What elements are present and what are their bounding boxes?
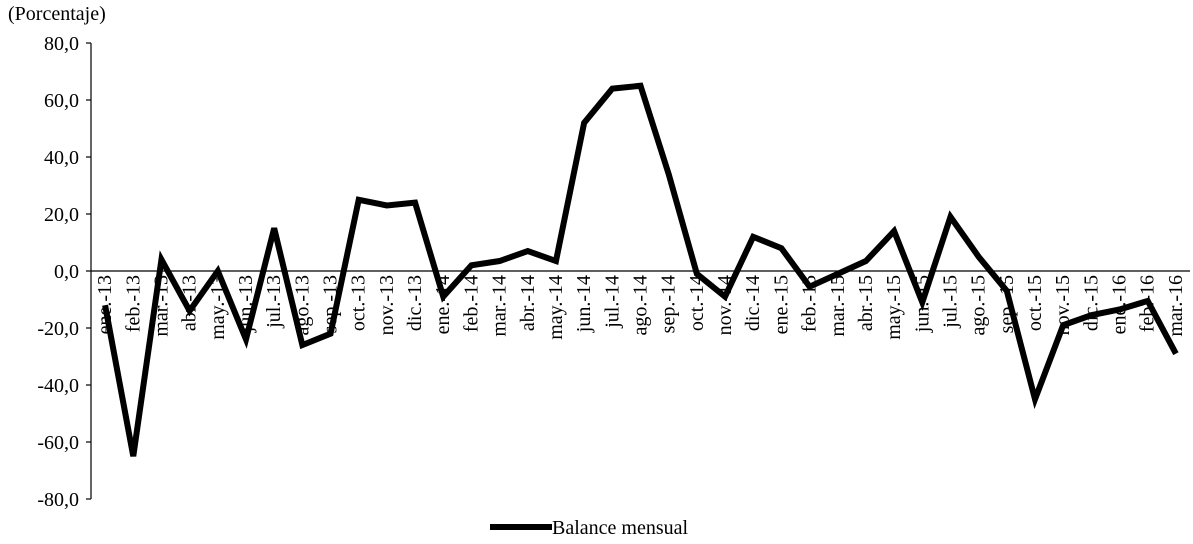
y-tick-label: -80,0 (37, 489, 79, 511)
x-tick-label: oct.-14 (686, 275, 708, 331)
x-tick-label: mar.-16 (1165, 275, 1187, 337)
x-tick-label: jun.-14 (573, 275, 595, 333)
data-line (102, 82, 1179, 457)
x-tick-label: may.-14 (545, 275, 567, 340)
y-tick-label: 60,0 (44, 90, 79, 112)
x-tick-label: ago.-14 (630, 275, 652, 336)
x-tick-label: ene.-16 (1109, 275, 1131, 334)
x-tick-label: jul.-13 (263, 275, 285, 329)
x-tick-label: ene.-13 (94, 275, 116, 334)
x-tick-label: ene.-15 (770, 275, 792, 334)
x-tick-label: oct.-13 (348, 275, 370, 331)
y-tick-label: 40,0 (44, 147, 79, 169)
y-axis-label: (Porcentaje) (8, 3, 106, 25)
y-tick-label: -20,0 (37, 318, 79, 340)
x-tick-label: mar.-15 (827, 275, 849, 337)
x-tick-label: jul.-15 (939, 275, 961, 329)
x-tick-label: dic.-13 (404, 275, 426, 331)
x-tick-label: sep.-14 (658, 275, 680, 333)
x-tick-label: abr.-13 (179, 275, 201, 331)
x-tick-label: jul.-14 (601, 275, 623, 329)
x-tick-label: abr.-14 (517, 275, 539, 331)
x-tick-label: mar.-14 (489, 275, 511, 337)
x-tick-label: dic.-15 (1080, 275, 1102, 331)
y-tick-label: 0,0 (54, 261, 79, 283)
y-tick-label: 20,0 (44, 204, 79, 226)
legend-label: Balance mensual (552, 517, 688, 539)
y-tick-label: 80,0 (44, 33, 79, 55)
x-tick-label: may.-15 (883, 275, 905, 340)
x-tick-label: feb.-15 (799, 275, 821, 332)
y-tick-label: -40,0 (37, 375, 79, 397)
x-tick-label: ago.-15 (968, 275, 990, 336)
y-tick-label: -60,0 (37, 432, 79, 454)
x-tick-label: feb.-14 (460, 275, 482, 332)
x-tick-label: oct.-15 (1024, 275, 1046, 331)
x-tick-label: nov.-13 (376, 275, 398, 335)
x-tick-label: feb.-13 (122, 275, 144, 332)
x-tick-label: dic.-14 (742, 275, 764, 331)
x-tick-label: abr.-15 (855, 275, 877, 331)
